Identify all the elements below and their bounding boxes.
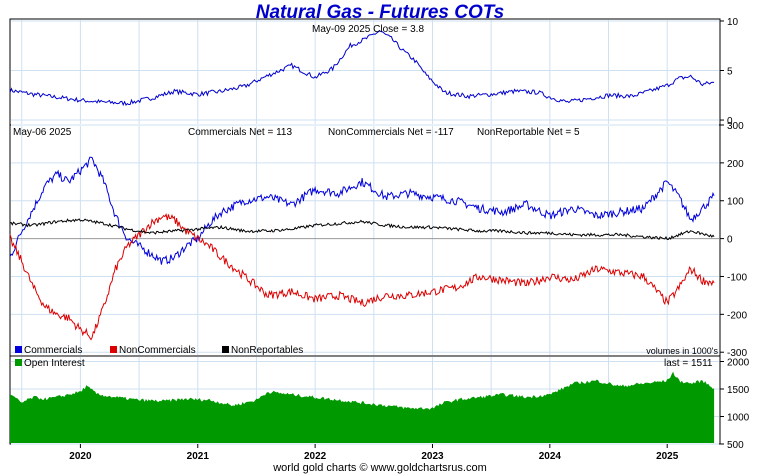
cot-layer [9, 156, 715, 341]
price-panel [9, 18, 721, 126]
footer-credit: world gold charts © www.goldchartsrus.co… [273, 462, 487, 474]
y-tick-label: -300 [727, 348, 747, 359]
series-line-nonreportables [9, 218, 715, 241]
legend-swatch-noncommercials [110, 346, 117, 353]
x-tick-label: 2022 [304, 451, 327, 462]
legend-swatch-commercials [15, 346, 22, 353]
volumes-note: volumes in 1000's [646, 346, 718, 356]
series-line-commercials [9, 156, 715, 265]
legend-open-interest: Open Interest [24, 358, 85, 369]
y-tick-label: 1500 [727, 385, 750, 396]
grid-lines [11, 20, 719, 445]
open-interest-area [10, 371, 715, 443]
cot-date-label: May-06 2025 [13, 127, 72, 138]
oi-last-label: last = 1511 [664, 358, 713, 369]
oi-y-axis: 500 1000 1500 2000 [720, 358, 750, 451]
price-layer [9, 30, 715, 107]
y-tick-label: -100 [727, 272, 747, 283]
legend-nonreportables: NonReportables [231, 345, 303, 356]
x-axis: 2020 2021 2022 2023 2024 2025 [69, 444, 679, 462]
y-tick-label: 300 [727, 121, 744, 132]
cot-panel [9, 124, 721, 357]
x-tick-label: 2021 [187, 451, 210, 462]
noncommercials-net-label: NonCommercials Net = -117 [328, 127, 454, 138]
x-tick-label: 2025 [656, 451, 679, 462]
y-tick-label: -200 [727, 310, 747, 321]
commercials-net-label: Commercials Net = 113 [188, 127, 292, 138]
x-tick-label: 2024 [539, 451, 562, 462]
y-tick-label: 500 [727, 440, 744, 451]
legend-commercials: Commercials [24, 345, 82, 356]
y-tick-label: 200 [727, 159, 744, 170]
legend-swatch-open-interest [15, 359, 22, 366]
legend-noncommercials: NonCommercials [119, 345, 196, 356]
y-tick-label: 100 [727, 197, 744, 208]
y-tick-label: 1000 [727, 413, 750, 424]
x-tick-label: 2023 [421, 451, 444, 462]
nonreportable-net-label: NonReportable Net = 5 [477, 127, 580, 138]
cot-y-axis: -300 -200 -100 0 100 200 300 [720, 121, 747, 359]
legend-swatch-nonreportables [222, 346, 229, 353]
y-tick-label: 5 [727, 67, 733, 78]
y-tick-label: 0 [727, 116, 733, 127]
price-y-axis: 0 5 10 [720, 17, 739, 127]
y-tick-label: 10 [727, 17, 739, 28]
price-info-label: May-09 2025 Close = 3.8 [312, 24, 424, 35]
y-tick-label: 0 [727, 235, 733, 246]
x-tick-label: 2020 [69, 451, 92, 462]
series-line-noncommercials [9, 212, 715, 341]
chart-title: Natural Gas - Futures COTs [255, 2, 505, 23]
oi-layer [10, 371, 715, 443]
y-tick-label: 2000 [727, 358, 750, 369]
price-line [9, 30, 715, 107]
